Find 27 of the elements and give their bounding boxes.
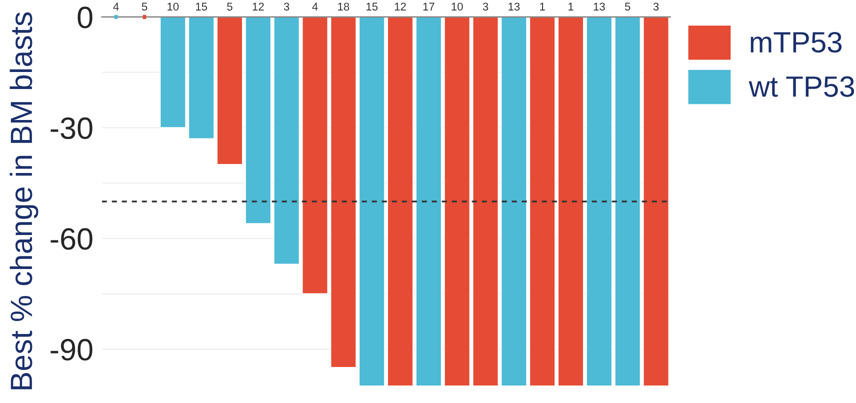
x-tick-label: 18 xyxy=(338,2,350,11)
x-tick-label: 13 xyxy=(594,2,605,11)
x-tick-label: 4 xyxy=(312,2,318,10)
x-tick-label: 17 xyxy=(423,2,434,10)
x-tick-label: 3 xyxy=(653,2,659,11)
x-tick-label: 5 xyxy=(142,2,148,11)
y-tick-label: -90 xyxy=(50,338,92,361)
x-tick-label: 4 xyxy=(113,2,119,10)
x-tick-label: 5 xyxy=(624,2,630,11)
x-tick-label: 10 xyxy=(452,2,463,11)
y-tick-label: 0 xyxy=(78,6,92,28)
y-tick-label: -60 xyxy=(50,228,92,250)
x-tick-label: 3 xyxy=(482,2,488,11)
legend-label: wt TP53 xyxy=(748,76,854,97)
y-tick-label: -30 xyxy=(50,117,92,140)
x-tick-label: 15 xyxy=(366,2,378,11)
x-tick-label: 13 xyxy=(508,2,520,11)
y-axis-title: Best % change in BM blasts xyxy=(10,12,38,390)
x-tick-label: 1 xyxy=(540,2,545,10)
x-tick-label: 10 xyxy=(168,2,179,11)
x-tick-label: 12 xyxy=(252,2,264,10)
x-tick-label: 5 xyxy=(227,2,232,11)
x-tick-label: 1 xyxy=(568,2,574,10)
x-tick-label: 3 xyxy=(284,2,290,11)
x-tick-label: 15 xyxy=(196,2,208,11)
x-tick-label: 12 xyxy=(394,2,406,10)
legend-label: mTP53 xyxy=(750,32,842,53)
